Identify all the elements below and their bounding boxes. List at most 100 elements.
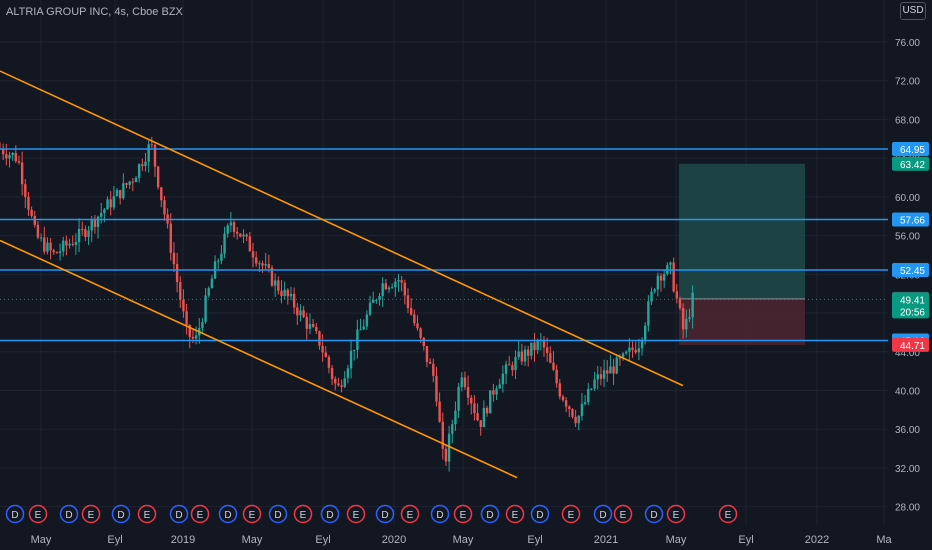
dividend-marker[interactable] <box>169 504 189 524</box>
candle-body <box>457 386 460 411</box>
candle-body <box>637 348 641 353</box>
candle-body <box>321 345 324 353</box>
candle-body <box>419 328 422 338</box>
candle-body <box>115 190 119 197</box>
candle-body <box>337 383 340 386</box>
candle-body <box>574 416 577 424</box>
earnings-marker[interactable] <box>505 504 525 524</box>
candle-body <box>100 213 103 217</box>
candle-body <box>239 233 242 237</box>
trend-channel-line[interactable] <box>0 70 684 387</box>
candle-body <box>43 237 46 252</box>
price-axis-label-target <box>892 156 929 171</box>
candle-body <box>346 368 350 379</box>
candle-body <box>305 317 308 329</box>
candle-body <box>302 310 305 318</box>
candle-body <box>564 400 568 407</box>
dividend-marker[interactable] <box>593 504 613 524</box>
dividend-marker[interactable] <box>644 504 664 524</box>
earnings-marker[interactable] <box>242 504 262 524</box>
candle-body <box>52 250 55 253</box>
dividend-marker[interactable] <box>268 504 288 524</box>
candle-body <box>175 264 179 282</box>
candle-body <box>210 278 214 289</box>
y-tick-label: 40.00 <box>895 386 920 397</box>
event-marker-letter: E <box>620 510 627 521</box>
candle-body <box>137 164 141 178</box>
earnings-marker[interactable] <box>453 504 473 524</box>
earnings-marker[interactable] <box>137 504 157 524</box>
dividend-marker[interactable] <box>5 504 25 524</box>
candle-body <box>141 164 144 167</box>
candle-body <box>492 390 495 395</box>
candle-body <box>349 350 353 369</box>
candle-body <box>62 240 65 252</box>
candle-body <box>87 230 90 238</box>
y-tick-label: 36.00 <box>895 425 920 436</box>
candle-body <box>602 370 606 379</box>
price-axis-label-level <box>892 262 929 277</box>
candle-body <box>397 280 400 282</box>
trend-channel-line[interactable] <box>0 239 518 479</box>
candle-body <box>669 262 672 265</box>
candle-body <box>549 353 552 363</box>
candle-body <box>536 340 539 351</box>
candle-body <box>675 291 679 299</box>
x-tick-label: May <box>31 534 52 546</box>
currency-label[interactable]: USD <box>900 2 926 20</box>
earnings-marker[interactable] <box>400 504 420 524</box>
dividend-marker[interactable] <box>320 504 340 524</box>
dividend-marker[interactable] <box>530 504 550 524</box>
dividend-marker[interactable] <box>480 504 500 524</box>
earnings-marker[interactable] <box>293 504 313 524</box>
earnings-marker[interactable] <box>718 504 738 524</box>
candle-body <box>179 281 182 300</box>
candle-body <box>643 325 647 340</box>
earnings-marker[interactable] <box>81 504 101 524</box>
dividend-marker[interactable] <box>218 504 238 524</box>
earnings-marker[interactable] <box>28 504 48 524</box>
dividend-marker[interactable] <box>59 504 79 524</box>
candle-body <box>568 406 571 410</box>
price-axis-label-text: 49.41 <box>900 295 925 306</box>
earnings-marker[interactable] <box>346 504 366 524</box>
candle-body <box>286 289 290 297</box>
earnings-marker[interactable] <box>561 504 581 524</box>
price-axis-label-level <box>892 212 929 227</box>
earnings-marker[interactable] <box>613 504 633 524</box>
price-axis-label-text: 52.45 <box>900 266 925 277</box>
candle-body <box>204 295 207 323</box>
candle-body <box>11 152 14 156</box>
candle-body <box>207 288 210 296</box>
position-stop-zone[interactable] <box>679 298 805 345</box>
x-tick-label: Eyl <box>315 534 330 546</box>
candle-body <box>381 283 384 296</box>
candle-body <box>523 349 527 362</box>
candle-body <box>267 264 271 268</box>
candle-body <box>308 324 312 329</box>
candle-body <box>447 433 451 462</box>
x-tick-label: 2021 <box>594 534 618 546</box>
earnings-marker[interactable] <box>190 504 210 524</box>
candle-body <box>647 301 650 326</box>
candle-body <box>416 323 419 329</box>
earnings-marker[interactable] <box>666 504 686 524</box>
candle-body <box>514 357 517 371</box>
candle-body <box>188 324 191 337</box>
candle-body <box>590 388 593 390</box>
candle-body <box>628 347 631 352</box>
dividend-marker[interactable] <box>375 504 395 524</box>
candle-body <box>273 280 277 286</box>
candle-body <box>612 366 615 374</box>
x-tick-label: Ma <box>876 534 892 546</box>
position-target-zone[interactable] <box>679 163 805 299</box>
candle-body <box>17 161 21 163</box>
event-marker-letter: E <box>197 510 204 521</box>
x-tick-label: Eyl <box>738 534 753 546</box>
dividend-marker[interactable] <box>430 504 450 524</box>
dividend-marker[interactable] <box>111 504 131 524</box>
candle-body <box>359 329 362 331</box>
candle-body <box>470 397 473 404</box>
candle-body <box>485 407 489 414</box>
